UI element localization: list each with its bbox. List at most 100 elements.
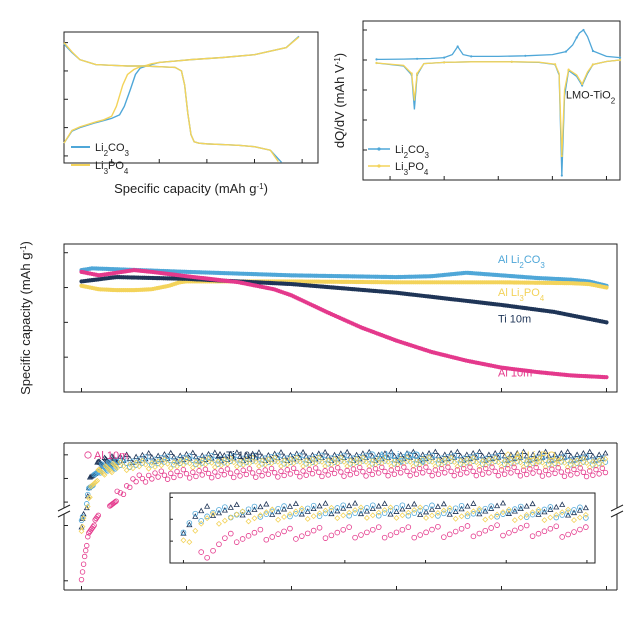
panel-d-inset-point-2-132 [215, 520, 222, 527]
panel-d-inset-point-0-1408 [559, 501, 566, 507]
panel-d-inset-point-1-660 [358, 507, 364, 514]
panel-d-point-2-867 [382, 454, 388, 461]
panel-d-inset-point-1-1276 [523, 514, 530, 520]
panel-d-inset-point-0-484 [310, 505, 317, 512]
panel-d-inset-point-0-616 [346, 502, 353, 509]
panel-b-frame [362, 20, 621, 181]
panel-d-point-3-1326 [542, 467, 549, 474]
panel-d-inset-point-2-484 [310, 513, 317, 520]
panel-d-point-3-1047 [445, 464, 451, 470]
panel-d-inset-point-3-308 [263, 536, 270, 543]
panel-d-inset-point-2-1276 [523, 511, 530, 518]
panel-c-series-label-2: Ti 10m [498, 313, 531, 325]
panel-d-point-3-840 [372, 466, 379, 472]
panel-d-inset-point-3-924 [429, 526, 435, 533]
panel-d-inset-point-0-1496 [582, 504, 589, 511]
panel-c-ylabel-part-1: -1 [19, 245, 28, 253]
panel-d-point-0-1479 [596, 451, 603, 457]
panel-d-inset-point-3-946 [435, 523, 441, 530]
panel-d-point-2-1236 [511, 461, 517, 467]
panel-d-inset-point-1-880 [417, 507, 423, 514]
panel-d-inset-point-1-396 [287, 513, 293, 520]
panel-b-point-0-18 [591, 49, 595, 53]
panel-d-point-2-543 [268, 460, 275, 467]
panel-d-inset-point-1-1144 [488, 503, 494, 509]
panel-d-inset-point-0-506 [316, 502, 323, 509]
panel-d-point-0-1101 [463, 451, 470, 457]
panel-d-point-3-1416 [574, 470, 580, 477]
panel-d-inset-point-1-352 [275, 505, 281, 512]
panel-d-inset-point-3-1386 [553, 523, 560, 530]
panel-d-point-3-327 [193, 473, 199, 480]
panel-d-inset-point-2-440 [298, 505, 305, 512]
panel-d-point-3-1452 [587, 468, 593, 474]
panel-d-inset-point-3-418 [293, 536, 299, 542]
panel-d-point-3-1209 [501, 471, 508, 477]
panel-d-point-3-795 [357, 464, 363, 471]
panel-d-point-3-624 [297, 474, 303, 480]
panel-d-inset-point-0-220 [239, 511, 246, 518]
panel-d-point-2-1335 [545, 458, 552, 465]
panel-d-inset-point-1-88 [204, 513, 210, 520]
panel-a-xlabel-part-1: -1 [256, 182, 264, 191]
panel-d-inset-point-0-660 [357, 510, 365, 517]
panel-d-inset-point-1-264 [251, 503, 258, 510]
panel-d-point-3-858 [379, 464, 385, 470]
panel-d-inset-point-2-1034 [458, 513, 465, 520]
panel-d-point-3-291 [180, 466, 187, 473]
panel-d-point-2-6 [80, 515, 87, 521]
panel-d-point-3-1191 [495, 472, 502, 479]
panel-d-point-2-795 [356, 460, 363, 467]
panel-b-point-2-4 [581, 82, 584, 86]
panel-b-series-2 [376, 59, 621, 157]
panel-d-point-3-507 [256, 468, 262, 475]
panel-d-inset-point-2-418 [292, 508, 299, 515]
panel-d-inset-point-1-704 [370, 502, 376, 509]
panel-b-series-1 [376, 59, 621, 176]
panel-b-legend-label-1-part-1: 3 [404, 168, 409, 177]
panel-d-point-0-1227 [507, 451, 514, 457]
panel-d-point-1-624 [297, 452, 303, 458]
panel-d-point-3-1380 [561, 473, 568, 480]
panel-d-point-0-1416 [574, 451, 581, 457]
panel-d-point-2-246 [164, 461, 171, 467]
panel-d-point-0-885 [388, 448, 395, 455]
panel-d-inset-point-1-1408 [559, 512, 565, 518]
panel-d-point-2-1416 [574, 457, 580, 463]
panel-d-legend-label-3-part-3: 4 [556, 457, 561, 466]
panel-d-point-2-201 [148, 459, 155, 466]
panel-d-point-3-3 [79, 569, 86, 575]
panel-d-point-2-444 [234, 463, 240, 470]
panel-d-point-2-309 [186, 460, 193, 467]
panel-d-point-3-1434 [580, 469, 587, 475]
panel-d-point-1-498 [253, 452, 259, 458]
panel-d-point-3-264 [171, 474, 177, 481]
panel-d-legend-label-3-part-0: Al Li [514, 450, 535, 462]
panel-d-point-3-471 [243, 471, 250, 478]
panel-d-inset-point-2-1078 [470, 508, 477, 515]
panel-d-inset-point-1-1188 [500, 511, 506, 517]
panel-d-inset-point-1-1386 [553, 514, 560, 521]
panel-d-point-0-363 [205, 450, 212, 457]
panel-d-inset-point-3-1166 [494, 522, 500, 528]
panel-d-inset-point-1-220 [239, 509, 246, 515]
panel-d-point-2-984 [423, 460, 429, 467]
panel-d-point-2-1263 [520, 463, 527, 470]
panel-d-inset-point-1-1056 [464, 513, 471, 520]
panel-d-point-3-903 [394, 465, 401, 472]
panel-d-inset-point-2-506 [316, 510, 323, 517]
panel-d-inset-point-2-528 [322, 507, 329, 514]
panel-d-inset-point-2-110 [210, 510, 217, 517]
panel-d-point-1-201 [149, 462, 155, 468]
panel-d-inset-point-1-594 [340, 502, 347, 509]
panel-d-legend-label-3: Al Li3PO4 [514, 450, 561, 466]
panel-d-inset-point-2-286 [257, 512, 264, 519]
panel-b-annotation-5-part-1: 2 [611, 96, 616, 105]
panel-d-inset-point-2-1364 [547, 514, 554, 521]
panel-d-inset-point-3-858 [411, 534, 418, 541]
panel-d-inset-point-0-1430 [565, 512, 572, 518]
panel-d-point-0-300 [183, 451, 190, 457]
panel-d-point-2-426 [227, 455, 234, 462]
panel-d-point-3-1470 [593, 466, 599, 473]
panel-d-inset-point-0-528 [322, 500, 329, 506]
